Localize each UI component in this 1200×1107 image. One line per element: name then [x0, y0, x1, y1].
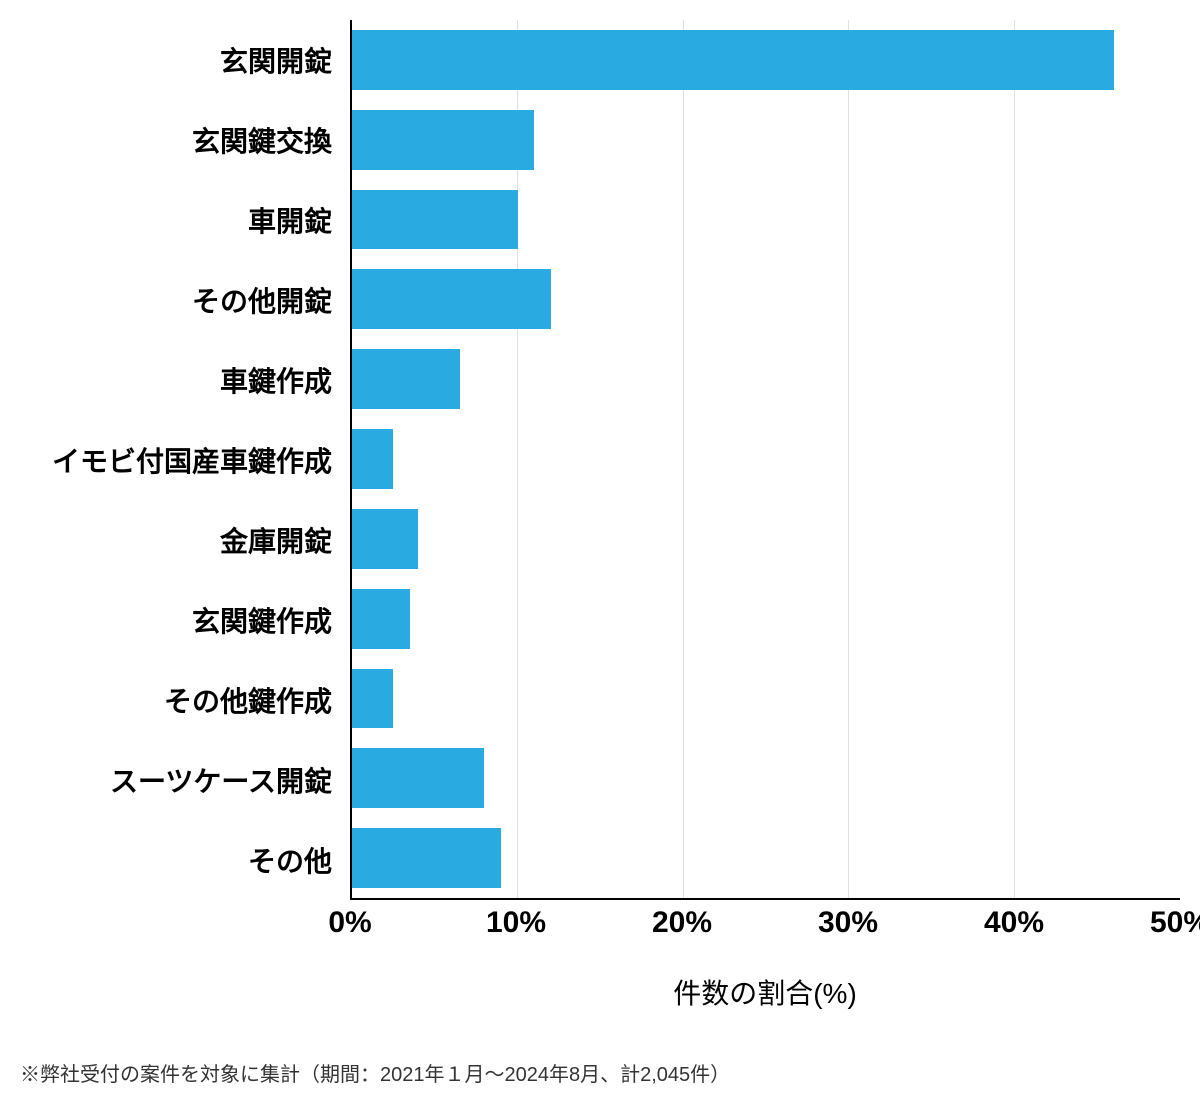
y-axis-labels: 玄関開錠玄関鍵交換車開錠その他開錠車鍵作成イモビ付国産車鍵作成金庫開錠玄関鍵作成… — [20, 20, 350, 900]
bars-container — [352, 20, 1180, 898]
bar — [352, 110, 534, 170]
bar-row — [352, 659, 1180, 739]
x-axis-tick: 40% — [984, 906, 1044, 940]
y-axis-label: 玄関開錠 — [20, 20, 332, 100]
y-axis-label: その他 — [20, 820, 332, 900]
bar — [352, 509, 418, 569]
bar — [352, 30, 1114, 90]
bar-row — [352, 499, 1180, 579]
y-axis-label: その他鍵作成 — [20, 660, 332, 740]
bar-row — [352, 180, 1180, 260]
y-axis-label: 車開錠 — [20, 180, 332, 260]
x-axis-tick: 0% — [328, 906, 371, 940]
x-axis-tick: 30% — [818, 906, 878, 940]
y-axis-label: その他開錠 — [20, 260, 332, 340]
bar — [352, 349, 460, 409]
bar-row — [352, 579, 1180, 659]
footnote: ※弊社受付の案件を対象に集計（期間：2021年１月〜2024年8月、計2,045… — [20, 1058, 1180, 1087]
x-axis-tick: 10% — [486, 906, 546, 940]
y-axis-label: 玄関鍵作成 — [20, 580, 332, 660]
bar-row — [352, 20, 1180, 100]
x-axis-tick: 50% — [1150, 906, 1200, 940]
bar — [352, 589, 410, 649]
bar-row — [352, 419, 1180, 499]
bar — [352, 748, 484, 808]
plot-area: 玄関開錠玄関鍵交換車開錠その他開錠車鍵作成イモビ付国産車鍵作成金庫開錠玄関鍵作成… — [20, 20, 1180, 900]
bar-row — [352, 100, 1180, 180]
y-axis-label: 金庫開錠 — [20, 500, 332, 580]
y-axis-label: イモビ付国産車鍵作成 — [20, 420, 332, 500]
bar — [352, 429, 393, 489]
y-axis-label: 玄関鍵交換 — [20, 100, 332, 180]
bar — [352, 828, 501, 888]
x-axis-title: 件数の割合(%) — [350, 972, 1180, 1012]
bar — [352, 669, 393, 729]
bar-chart: 玄関開錠玄関鍵交換車開錠その他開錠車鍵作成イモビ付国産車鍵作成金庫開錠玄関鍵作成… — [20, 20, 1180, 1087]
bar-row — [352, 339, 1180, 419]
bar-row — [352, 818, 1180, 898]
bar — [352, 269, 551, 329]
bar — [352, 190, 518, 250]
plot — [350, 20, 1180, 900]
bar-row — [352, 738, 1180, 818]
x-axis-tick: 20% — [652, 906, 712, 940]
y-axis-label: 車鍵作成 — [20, 340, 332, 420]
x-axis-ticks: 0%10%20%30%40%50% — [350, 900, 1180, 954]
y-axis-label: スーツケース開錠 — [20, 740, 332, 820]
bar-row — [352, 259, 1180, 339]
x-axis: 0%10%20%30%40%50% — [20, 900, 1180, 954]
